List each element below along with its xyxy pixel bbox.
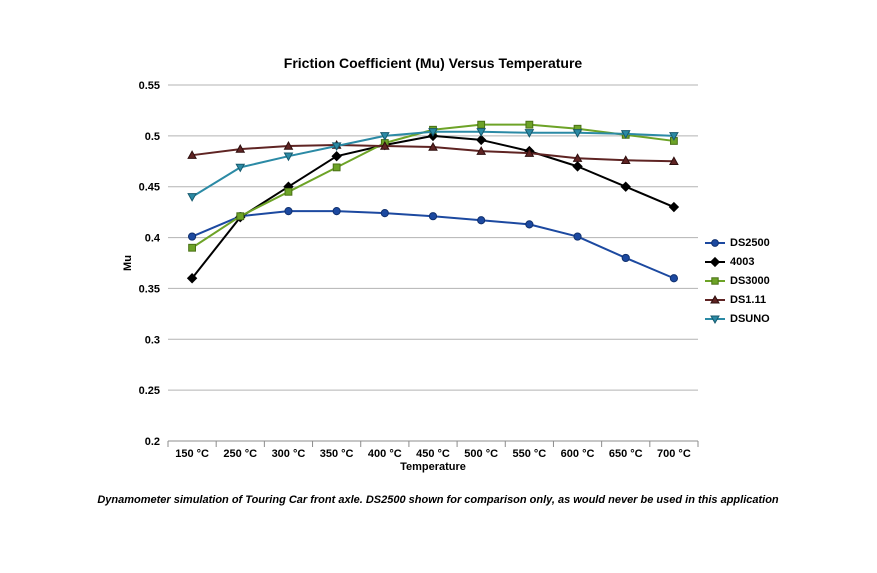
x-tick-label: 350 °C [320,448,354,460]
x-tick-label: 600 °C [561,448,595,460]
data-point [235,144,246,153]
data-point [477,120,486,129]
data-point [669,132,679,141]
data-point [573,232,582,241]
legend-label: DSUNO [730,312,770,325]
legend-marker-icon [705,238,725,247]
legend-marker-glyph [710,294,720,303]
data-point [476,128,487,137]
y-tick-label: 0.2 [145,436,160,448]
legend-item-4003: 4003 [705,252,770,271]
data-point [475,134,487,146]
chart-title: Friction Coefficient (Mu) Versus Tempera… [283,55,583,71]
legend-marker-glyph [709,256,721,267]
data-point [669,274,679,283]
x-tick-label: 400 °C [368,448,402,460]
data-point [621,253,630,263]
x-tick-label: 500 °C [464,448,498,460]
data-point [283,152,294,162]
data-point [572,161,583,172]
legend-label: DS1.11 [730,293,767,306]
data-point [525,220,534,229]
x-tick-label: 300 °C [272,448,306,460]
data-point [476,146,487,155]
x-tick-label: 700 °C [657,448,691,460]
data-point [235,163,246,173]
data-point [428,212,438,221]
x-tick-label: 450 °C [416,448,450,460]
x-axis-title: Temperature [400,461,466,473]
legend-marker-icon [705,315,725,324]
data-point [669,156,679,165]
legend-marker-icon [705,256,725,267]
data-point [187,150,197,159]
y-tick-label: 0.55 [139,80,160,92]
legend-marker-icon [705,294,725,303]
x-tick-label: 650 °C [609,448,643,460]
x-tick-label: 250 °C [223,448,257,460]
legend-item-DS2500: DS2500 [705,233,770,252]
data-point [572,129,583,138]
data-point [620,181,631,192]
legend-label: DS2500 [730,236,770,249]
data-point [187,193,197,202]
data-point [428,142,438,151]
data-point [187,232,197,241]
y-tick-label: 0.5 [145,131,160,143]
legend-item-DS3000: DS3000 [705,271,770,290]
y-tick-label: 0.35 [139,283,160,295]
data-point [188,243,196,252]
data-point [332,207,341,216]
data-point [620,155,631,164]
legend: DS2500 4003 DS3000 DS1.11 DSUNO [705,233,770,328]
x-tick-label: 550 °C [512,448,546,460]
y-tick-label: 0.3 [145,334,160,346]
data-point [379,140,390,150]
legend-marker-glyph [711,276,719,285]
data-point [620,130,631,139]
data-point [379,132,390,141]
legend-marker-glyph [710,315,720,324]
data-point [428,128,438,137]
chart-caption: Dynamometer simulation of Touring Car fr… [97,494,779,506]
data-point [186,273,198,284]
legend-item-DSUNO: DSUNO [705,309,770,328]
data-point [524,148,535,157]
data-point [236,212,245,221]
data-point [380,209,389,218]
data-point [331,150,342,162]
data-point [668,201,680,213]
legend-marker-glyph [711,238,719,247]
y-tick-label: 0.4 [145,233,161,245]
legend-label: 4003 [730,255,755,268]
data-point [524,129,535,138]
data-point [331,142,342,152]
y-tick-label: 0.45 [139,182,160,194]
legend-label: DS3000 [730,274,770,287]
data-point [284,207,293,216]
data-point [525,120,534,129]
data-point [477,216,486,225]
legend-item-DS1.11: DS1.11 [705,290,770,309]
y-tick-label: 0.25 [139,385,160,397]
series-line-4003 [191,134,675,280]
data-point [572,153,583,162]
x-tick-label: 150 °C [175,448,209,460]
series-line-DS2500 [191,210,675,280]
data-point [332,163,341,172]
data-point [284,187,293,196]
legend-marker-icon [705,276,725,285]
data-point [283,140,294,150]
